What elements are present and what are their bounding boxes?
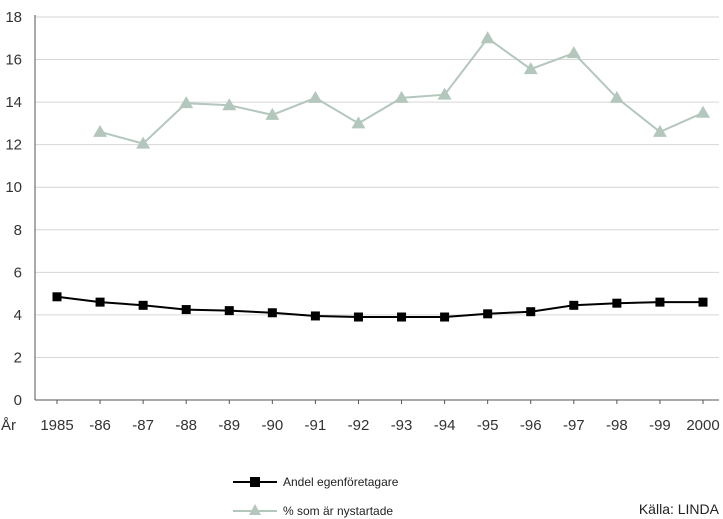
x-tick-label: -90 xyxy=(261,417,283,434)
x-tick-label: 1985 xyxy=(40,417,73,434)
y-tick-label: 14 xyxy=(5,94,22,111)
data-point xyxy=(138,300,148,310)
y-tick-label: 10 xyxy=(5,179,22,196)
gridlines xyxy=(35,16,719,358)
y-tick-label: 4 xyxy=(14,307,22,324)
data-point xyxy=(179,96,194,109)
legend-label-0: Andel egenföretagare xyxy=(283,475,399,489)
data-point xyxy=(308,90,323,103)
data-point xyxy=(609,90,624,103)
data-point xyxy=(181,305,191,315)
series-line xyxy=(56,295,703,318)
x-tick-label: -94 xyxy=(434,417,456,434)
data-point xyxy=(652,124,667,137)
y-tick-label: 0 xyxy=(14,392,22,409)
y-tick-label: 12 xyxy=(5,137,22,154)
data-point xyxy=(569,300,579,310)
legend-label-1: % som är nystartade xyxy=(283,504,393,518)
legend-item-0: Andel egenföretagare xyxy=(233,475,399,489)
x-tick-label: -95 xyxy=(477,417,499,434)
data-point xyxy=(696,105,710,118)
x-tick-label: -92 xyxy=(348,417,370,434)
x-tick-label: -96 xyxy=(520,417,542,434)
y-tick-label: 6 xyxy=(14,264,22,281)
data-point xyxy=(353,312,363,322)
series-0 xyxy=(52,292,708,322)
data-point xyxy=(136,136,151,149)
data-point xyxy=(52,292,62,302)
x-axis: 1985 -86 -87 -88 -89 -90 -91 -92 -93 -94 -95 -96 -97… xyxy=(1,399,720,434)
x-tick-label: -87 xyxy=(132,417,154,434)
x-axis-prefix: År xyxy=(1,417,16,434)
data-point xyxy=(95,297,105,307)
x-tick-label: -91 xyxy=(305,417,327,434)
data-point xyxy=(483,309,493,319)
x-tick-label: -93 xyxy=(391,417,413,434)
x-tick-label: 2000 xyxy=(686,417,719,434)
data-point xyxy=(526,307,536,317)
data-point xyxy=(566,46,581,59)
legend-item-1: % som är nystartade xyxy=(233,504,393,518)
x-tick-label: -89 xyxy=(218,417,240,434)
x-tick-label: -99 xyxy=(649,417,671,434)
data-point xyxy=(440,312,450,322)
plot-series xyxy=(52,31,710,322)
legend: Andel egenföretagare % som är nystartade xyxy=(233,475,399,518)
series-1 xyxy=(93,31,710,149)
x-tick-label: -88 xyxy=(175,417,197,434)
data-point xyxy=(394,90,409,103)
data-point xyxy=(397,312,407,322)
data-point xyxy=(93,124,108,137)
data-point xyxy=(222,98,237,111)
x-tick-label: -97 xyxy=(563,417,585,434)
legend-marker-square xyxy=(250,477,260,487)
data-point xyxy=(224,306,234,316)
y-tick-label: 8 xyxy=(14,222,22,239)
y-tick-label: 2 xyxy=(14,349,22,366)
data-point xyxy=(523,62,538,75)
source-note: Källa: LINDA xyxy=(639,501,720,517)
legend-marker-triangle xyxy=(249,504,261,515)
x-tick-label: -98 xyxy=(606,417,628,434)
y-axis: 0 2 4 6 8 10 12 14 16 18 xyxy=(5,9,36,409)
data-point xyxy=(265,107,280,120)
data-point xyxy=(267,308,277,318)
data-point xyxy=(310,311,320,321)
data-point xyxy=(437,87,452,100)
data-point xyxy=(351,116,366,129)
data-point xyxy=(698,297,708,307)
data-point xyxy=(612,298,622,308)
data-point xyxy=(655,297,665,307)
data-point xyxy=(480,31,495,44)
x-tick-label: -86 xyxy=(89,417,111,434)
y-tick-label: 16 xyxy=(5,52,22,69)
y-tick-label: 18 xyxy=(5,9,22,26)
